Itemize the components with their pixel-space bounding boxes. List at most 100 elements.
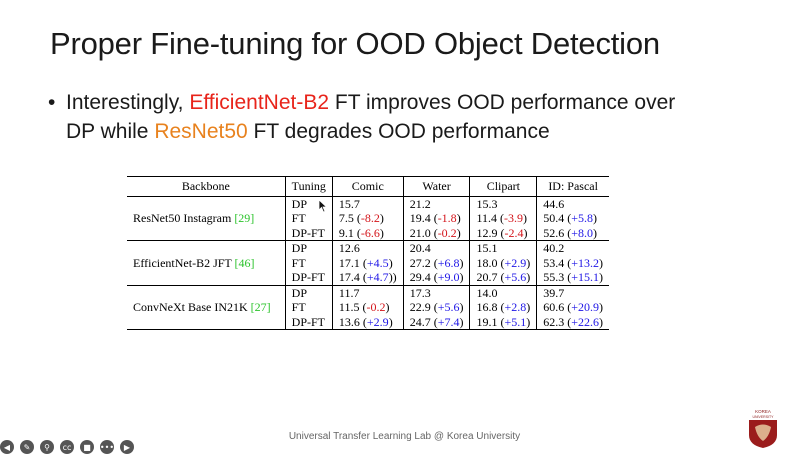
pascal-value: 62.3 [543,314,565,329]
back-icon[interactable]: ◀ [0,440,14,454]
water-value: 27.2 [409,255,431,270]
table-row: FT 7.5 (-8.2) 19.4 (-1.8) 11.4 (-3.9) 50.4 (… [127,211,609,226]
table-row: ResNet50 Instagram [29] DP 15.7 21.2 15.3 44.… [127,196,609,241]
camera-icon[interactable]: ■ [80,440,94,454]
water-value: 29.4 [409,270,431,284]
table-header-row: Backbone Tuning Comic Water Clipart ID: … [127,176,610,197]
table-row: FT 11.5 (-0.2) 22.9 (+5.6) 16.8 (+2.8) 60.6 … [127,300,609,315]
comic-value: 11.7 [338,285,360,300]
water-value: 22.9 [409,300,431,314]
pascal-cell: 50.4 (+5.8) [543,211,598,225]
tuning-cell: DP [285,240,333,256]
clipart-delta: +2.9 [504,255,527,270]
pascal-cell: 53.4 (+13.2) [543,255,604,270]
water-value: 17.3 [409,285,431,300]
slide-title: Proper Fine-tuning for OOD Object Detect… [50,26,660,61]
water-delta: +5.6 [437,300,460,314]
header-clipart: Clipart [469,176,538,197]
more-icon[interactable]: ••• [100,440,114,454]
pascal-delta: +20.9 [571,300,600,314]
bullet-text: FT degrades OOD performance [247,120,550,143]
clipart-value: 19.1 [476,314,498,329]
water-delta: +7.4 [437,314,460,329]
clipart-value: 15.3 [476,196,498,211]
clipart-value: 16.8 [476,300,498,314]
clipart-cell: 16.8 (+2.8) [469,300,538,315]
pascal-cell: 60.6 (+20.9) [543,300,604,314]
tuning-cell: FT [285,255,333,270]
tuning-cell: DP-FT [285,270,333,286]
comic-delta: -0.2 [366,300,386,314]
water-cell: 17.3 [403,285,471,300]
comic-cell: 17.1 (+4.5) [332,255,404,270]
water-value: 19.4 [409,211,431,225]
pascal-delta: +22.6 [571,314,600,329]
pascal-value: 50.4 [543,211,565,225]
comic-delta: +2.9 [366,314,389,329]
table-row: ConvNeXt Base IN21K [27] DP 11.7 17.3 14.0 39… [127,285,609,330]
water-cell: 29.4 (+9.0) [403,270,471,286]
backbone-cell: ResNet50 Instagram [29] [127,196,286,241]
clipart-delta: -3.9 [504,211,524,225]
comic-value: 11.5 [338,300,360,314]
next-icon[interactable]: ▶ [120,440,134,454]
comic-delta: +4.7 [366,270,389,284]
comic-cell: 11.7 [332,285,404,300]
citation: [29] [234,211,255,225]
header-backbone: Backbone [127,176,286,197]
backbone-cell: ConvNeXt Base IN21K [27] [127,285,286,330]
bullet-line-2: DP while ResNet50 FT degrades OOD perfor… [48,117,778,146]
korea-university-logo: KOREA UNIVERSITY [749,409,777,448]
water-cell: 22.9 (+5.6) [403,300,471,315]
water-value: 21.2 [409,196,431,211]
water-cell: 27.2 (+6.8) [403,255,471,270]
clipart-value: 20.7 [476,270,498,284]
clipart-delta: +5.1 [504,314,527,329]
comic-value: 9.1 [338,225,354,240]
table-group: EfficientNet-B2 JFT [46] DP 12.6 20.4 15.1 40… [127,240,610,286]
table-group: ResNet50 Instagram [29] DP 15.7 21.2 15.3 44.… [127,196,610,241]
highlight-efficientnet: EfficientNet-B2 [189,91,330,114]
comic-delta: -8.2 [360,211,380,225]
clipart-value: 15.1 [476,241,498,255]
tuning-cell: DP-FT [285,225,333,241]
pascal-delta: +15.1 [571,270,600,284]
svg-text:KOREA: KOREA [755,409,771,414]
citation: [46] [234,255,255,270]
comic-cell: 13.6 (+2.9) [332,314,404,330]
water-cell: 21.2 [403,196,471,211]
search-icon[interactable]: ⚲ [40,440,54,454]
tuning-cell: FT [285,211,333,226]
mouse-cursor-icon [318,199,328,213]
pascal-cell: 55.3 (+15.1) [536,270,610,286]
pascal-cell: 40.2 [537,241,609,256]
clipart-cell: 20.7 (+5.6) [469,270,538,286]
pascal-cell: 52.6 (+8.0) [536,225,610,241]
clipart-cell: 11.4 (-3.9) [469,211,538,226]
bullet-text: FT improves OOD performance over [329,91,676,114]
pascal-delta: +5.8 [571,211,594,225]
pascal-cell: 39.7 [537,285,609,300]
comic-cell: 12.6 [332,240,404,256]
comic-delta: -6.6 [360,225,380,240]
water-delta: -0.2 [437,225,457,240]
pen-icon[interactable]: ✎ [20,440,34,454]
backbone-name: ResNet50 Instagram [133,211,232,225]
pascal-value: 55.3 [543,270,565,284]
comic-value: 13.6 [338,314,360,329]
header-water: Water [403,176,471,197]
comic-cell: 11.5 (-0.2) [332,300,404,315]
backbone-name: EfficientNet-B2 JFT [133,255,232,270]
svg-text:UNIVERSITY: UNIVERSITY [752,415,774,419]
header-comic: Comic [332,176,404,197]
captions-icon[interactable]: cc [60,440,74,454]
pascal-value: 52.6 [543,225,565,240]
comic-delta: +4.5 [366,255,389,270]
tuning-cell: FT [285,300,333,315]
clipart-value: 14.0 [476,285,498,300]
header-id-pascal: ID: Pascal [536,176,610,197]
bullet-text: Interestingly, [66,91,190,114]
pascal-value: 44.6 [543,196,565,211]
tuning-cell: DP-FT [285,314,333,330]
water-value: 24.7 [409,314,431,329]
